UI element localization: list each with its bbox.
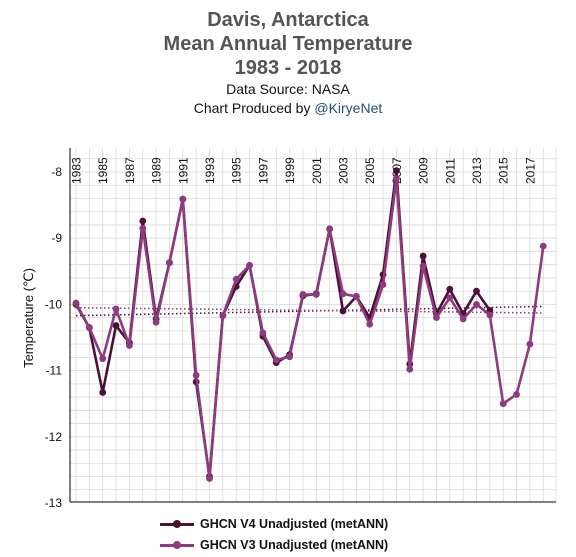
credit-handle[interactable]: @KiryeNet bbox=[314, 100, 383, 116]
legend-swatch-v4 bbox=[160, 517, 194, 531]
data-point bbox=[232, 275, 240, 283]
data-point bbox=[139, 224, 147, 232]
data-point bbox=[326, 225, 334, 233]
x-tick-label: 2013 bbox=[470, 157, 484, 184]
y-tick-label: -13 bbox=[45, 496, 63, 510]
data-point bbox=[459, 315, 467, 323]
data-point bbox=[473, 287, 480, 295]
y-axis-label: Temperature (℃) bbox=[21, 268, 36, 368]
x-tick-label: 1995 bbox=[230, 157, 244, 184]
data-point bbox=[299, 291, 307, 298]
credit-prefix: Chart Produced by bbox=[193, 100, 315, 116]
data-point bbox=[433, 314, 440, 322]
x-tick-label: 2015 bbox=[497, 157, 511, 184]
x-tick-label: 2017 bbox=[523, 157, 537, 184]
data-point bbox=[139, 217, 147, 225]
data-point bbox=[72, 299, 80, 307]
data-point bbox=[152, 318, 160, 326]
data-point bbox=[166, 259, 173, 267]
legend-item-v4[interactable]: GHCN V4 Unadjusted (metANN) bbox=[160, 513, 388, 534]
x-tick-label: 1993 bbox=[203, 157, 217, 184]
data-point bbox=[352, 293, 360, 300]
x-tick-label: 1997 bbox=[256, 157, 270, 184]
chart-tick-labels: -8 -9 -10 -11 -12 -13 1983 1985 1987 1989 1991 1993… bbox=[45, 157, 538, 510]
data-point bbox=[486, 311, 494, 319]
series-v4 bbox=[72, 167, 494, 480]
data-point bbox=[393, 167, 400, 175]
y-tick-label: -10 bbox=[45, 297, 63, 311]
data-point bbox=[379, 281, 387, 288]
y-tick-label: -8 bbox=[51, 165, 62, 179]
series-line bbox=[74, 177, 545, 480]
series-v3 bbox=[72, 175, 547, 482]
legend-label-v4: GHCN V4 Unadjusted (metANN) bbox=[200, 516, 389, 531]
chart-legend: GHCN V4 Unadjusted (metANN) GHCN V3 Unad… bbox=[160, 513, 388, 555]
data-point bbox=[446, 294, 454, 302]
data-point bbox=[286, 353, 293, 361]
data-point bbox=[446, 285, 454, 293]
x-tick-label: 2001 bbox=[310, 157, 324, 184]
data-point bbox=[99, 355, 107, 363]
x-tick-label: 1989 bbox=[150, 157, 164, 184]
legend-item-v3[interactable]: GHCN V3 Unadjusted (metANN) bbox=[160, 534, 388, 555]
data-point bbox=[99, 389, 107, 396]
chart-credit: Chart Produced by @KiryeNet bbox=[0, 99, 576, 118]
data-point bbox=[192, 371, 200, 379]
data-point bbox=[393, 175, 400, 183]
x-tick-label: 2005 bbox=[363, 157, 377, 184]
data-point bbox=[366, 320, 374, 328]
chart-grid bbox=[70, 148, 557, 502]
data-point bbox=[206, 475, 213, 482]
series-line bbox=[74, 169, 491, 478]
data-point bbox=[419, 262, 427, 270]
chart-title-line3: 1983 - 2018 bbox=[234, 57, 342, 79]
data-point bbox=[419, 252, 427, 260]
chart-series bbox=[72, 167, 547, 482]
data-point bbox=[219, 312, 227, 320]
x-tick-label: 1991 bbox=[176, 157, 190, 184]
data-point bbox=[312, 291, 320, 298]
data-source: Data Source: NASA bbox=[226, 81, 350, 97]
data-point bbox=[513, 391, 520, 398]
legend-label-v3: GHCN V3 Unadjusted (metANN) bbox=[200, 537, 389, 552]
x-tick-label: 1987 bbox=[123, 157, 137, 184]
data-point bbox=[499, 400, 507, 408]
y-tick-label: -12 bbox=[45, 430, 63, 444]
data-point bbox=[112, 305, 120, 313]
data-point bbox=[272, 356, 280, 364]
data-point bbox=[339, 290, 347, 298]
x-tick-label: 2011 bbox=[443, 158, 457, 184]
data-point bbox=[526, 340, 534, 348]
x-tick-label: 1983 bbox=[70, 157, 84, 184]
x-tick-label: 2003 bbox=[337, 157, 351, 184]
data-point bbox=[473, 301, 480, 308]
data-point bbox=[112, 322, 120, 329]
data-point bbox=[406, 365, 414, 373]
chart-header: Davis, Antarctica Mean Annual Temperatur… bbox=[0, 8, 576, 118]
data-point bbox=[125, 342, 133, 349]
data-point bbox=[259, 329, 267, 337]
x-tick-label: 1999 bbox=[283, 157, 297, 184]
chart-title-line2: Mean Annual Temperature bbox=[163, 33, 413, 55]
chart-title-line1: Davis, Antarctica bbox=[207, 9, 369, 31]
x-tick-label: 1985 bbox=[96, 157, 110, 184]
chart-axes bbox=[69, 148, 556, 503]
x-tick-label: 2009 bbox=[417, 157, 431, 184]
y-tick-label: -9 bbox=[51, 231, 62, 245]
legend-swatch-v3 bbox=[160, 538, 194, 552]
data-point bbox=[339, 307, 347, 315]
data-point bbox=[539, 242, 547, 250]
data-point bbox=[179, 195, 187, 203]
data-point bbox=[85, 324, 93, 331]
data-point bbox=[246, 261, 253, 269]
y-tick-label: -11 bbox=[46, 364, 63, 378]
